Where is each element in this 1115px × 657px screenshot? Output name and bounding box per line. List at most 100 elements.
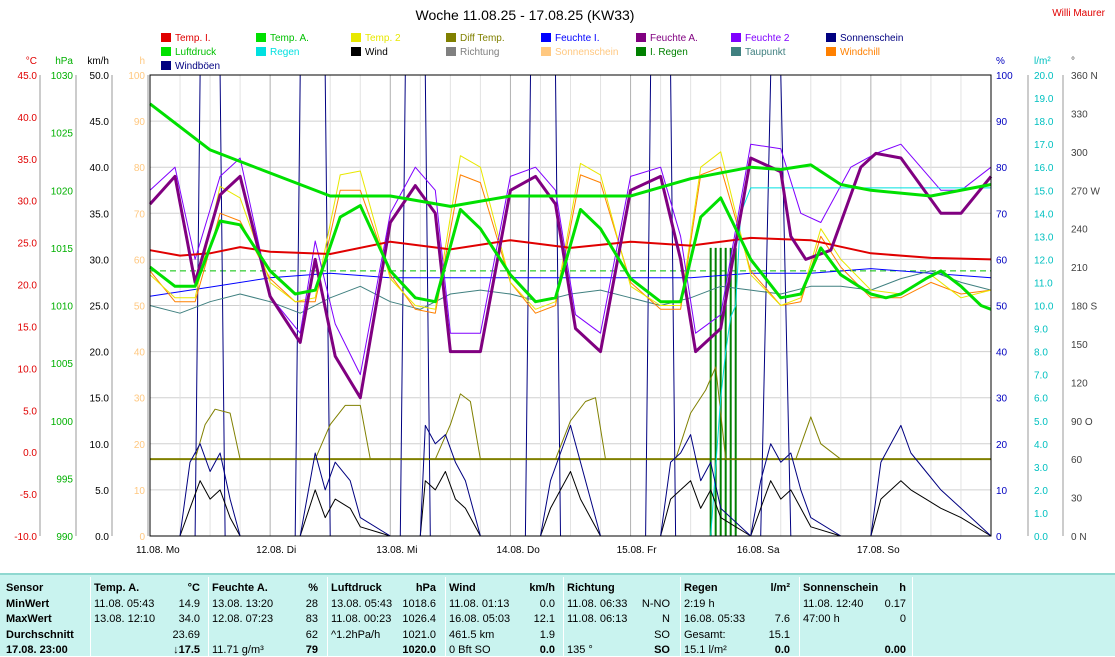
legend-swatch xyxy=(636,47,646,56)
table-cell: Wind xyxy=(449,582,476,594)
tick-label-hpa: 1030 xyxy=(51,71,74,82)
tick-label-rain: 0.0 xyxy=(1034,532,1048,543)
table-cell: 1021.0 xyxy=(402,628,436,641)
tick-label-celsius: 20.0 xyxy=(18,281,38,292)
table-cell: 0.0 xyxy=(539,597,555,610)
legend-label: Sonnenschein xyxy=(840,33,903,44)
table-cell: 461.5 km xyxy=(449,628,495,641)
tick-label-percent: 40 xyxy=(996,348,1008,359)
table-cell: 23.69 xyxy=(172,628,200,641)
tick-label-percent: 100 xyxy=(996,71,1013,82)
table-cell: MinWert xyxy=(6,597,50,610)
legend-swatch xyxy=(351,47,361,56)
legend-swatch xyxy=(161,61,171,70)
day-label: 13.08. Mi xyxy=(376,545,417,556)
table-cell: 79 xyxy=(305,644,318,656)
series-line-windchill xyxy=(149,166,992,314)
tick-label-hpa: 1010 xyxy=(51,302,74,313)
tick-label-rain: 2.0 xyxy=(1034,486,1048,497)
legend-swatch xyxy=(256,33,266,42)
table-cell: Gesamt: xyxy=(684,628,726,641)
table-cell: 15.1 xyxy=(768,628,790,641)
tick-label-percent: 10 xyxy=(996,486,1008,497)
tick-label-rain: 16.0 xyxy=(1034,163,1054,174)
tick-label-rain: 3.0 xyxy=(1034,463,1048,474)
tick-label-direction: 180 S xyxy=(1071,302,1097,313)
legend-label: Feuchte I. xyxy=(555,33,599,44)
table-cell: 0.0 xyxy=(774,644,790,656)
table-cell: h xyxy=(899,582,906,594)
day-label: 11.08. Mo xyxy=(136,545,180,556)
author-label: Willi Maurer xyxy=(1052,8,1105,19)
axes: °C 45.0 40.0 35.0 30.0 25.0 20.0 15.0 10.0 5.0 0.0… xyxy=(14,56,1100,556)
tick-label-direction: 30 xyxy=(1071,494,1083,505)
table-cell: 13.08. 05:43 xyxy=(331,597,393,610)
legend-label: Wind xyxy=(365,47,388,58)
table-cell: 0 Bft SO xyxy=(449,644,491,656)
tick-label-kmh: 50.0 xyxy=(90,71,110,82)
table-cell: Sonnenschein xyxy=(803,582,879,594)
tick-label-rain: 5.0 xyxy=(1034,417,1048,428)
tick-label-hpa: 990 xyxy=(56,532,73,543)
legend-label: Richtung xyxy=(460,47,499,58)
tick-label-hours: 10 xyxy=(134,486,146,497)
tick-label-rain: 20.0 xyxy=(1034,71,1054,82)
tick-label-celsius: 0.0 xyxy=(23,448,37,459)
table-cell: 12.08. 07:23 xyxy=(212,613,274,625)
tick-label-percent: 0 xyxy=(996,532,1002,543)
table-cell: 14.9 xyxy=(178,597,200,610)
legend-label: Luftdruck xyxy=(175,47,217,58)
table-cell: 11.71 g/m³ xyxy=(212,644,264,656)
tick-label-direction: 330 xyxy=(1071,109,1088,120)
tick-label-celsius: 10.0 xyxy=(18,364,38,375)
table-cell: Regen xyxy=(684,582,718,594)
table-column-separator xyxy=(327,577,328,656)
tick-label-direction: 360 N xyxy=(1071,71,1098,82)
tick-label-kmh: 35.0 xyxy=(90,209,110,220)
table-cell: 11.08. 06:13 xyxy=(567,613,628,625)
table-cell: 28 xyxy=(305,597,318,610)
table-cell: SO xyxy=(654,628,670,641)
tick-label-celsius: 35.0 xyxy=(18,155,38,166)
table-cell: 12.1 xyxy=(533,613,555,625)
legend-label: Temp. A. xyxy=(270,33,309,44)
series-line-temp-i- xyxy=(149,236,992,261)
series xyxy=(148,74,993,537)
series-line-diff-temp- xyxy=(150,366,991,460)
tick-label-hours: 100 xyxy=(128,71,145,82)
legend-label: Feuchte 2 xyxy=(745,33,790,44)
table-cell: 62 xyxy=(305,628,318,641)
table-cell: 0 xyxy=(899,613,906,625)
legend-label: Windböen xyxy=(175,61,220,72)
table-cell: 83 xyxy=(305,613,318,625)
series-line-windb-en xyxy=(150,424,992,537)
legend-swatch xyxy=(731,47,741,56)
legend-label: Taupunkt xyxy=(745,47,786,58)
tick-label-hpa: 1020 xyxy=(51,186,74,197)
axis-unit-celsius: °C xyxy=(26,56,37,67)
tick-label-hours: 0 xyxy=(139,532,145,543)
day-label: 14.08. Do xyxy=(496,545,540,556)
tick-label-celsius: 15.0 xyxy=(18,322,38,333)
table-cell: 11.08. 06:33 xyxy=(567,597,628,610)
legend-swatch xyxy=(161,47,171,56)
legend-swatch xyxy=(826,47,836,56)
tick-label-rain: 12.0 xyxy=(1034,255,1054,266)
chart-title: Woche 11.08.25 - 17.08.25 (KW33) xyxy=(416,7,635,23)
legend-swatch xyxy=(446,33,456,42)
tick-label-rain: 10.0 xyxy=(1034,302,1054,313)
table-cell: 1020.0 xyxy=(402,644,436,656)
tick-label-hours: 80 xyxy=(134,163,146,174)
tick-label-rain: 17.0 xyxy=(1034,140,1054,151)
tick-label-percent: 80 xyxy=(996,163,1008,174)
table-cell: l/m² xyxy=(770,582,790,594)
table-cell: 47:00 h xyxy=(803,613,840,625)
table-cell: hPa xyxy=(415,582,436,594)
table-cell: °C xyxy=(187,582,200,594)
plot-frame xyxy=(149,74,992,537)
table-cell: 13.08. 12:10 xyxy=(94,613,156,625)
table-cell: 15.1 l/m² xyxy=(684,644,727,656)
tick-label-hpa: 1005 xyxy=(51,359,74,370)
legend-label: Regen xyxy=(270,47,299,58)
tick-label-percent: 20 xyxy=(996,440,1008,451)
